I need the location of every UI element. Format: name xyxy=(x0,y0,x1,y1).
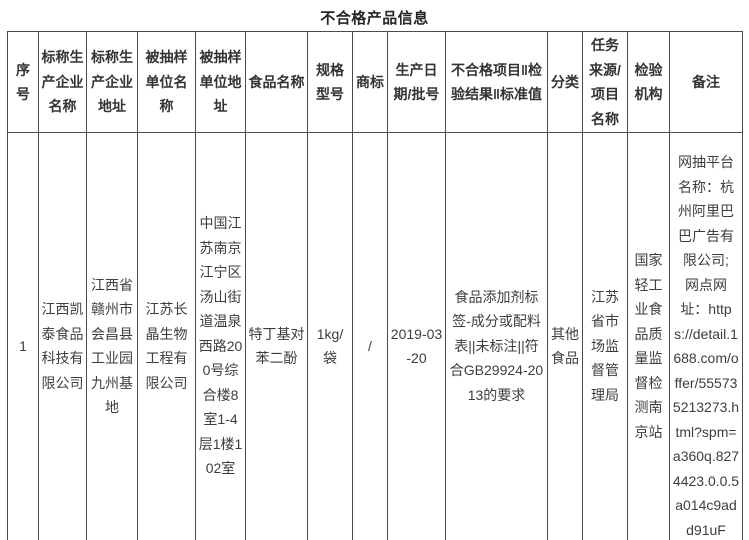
cell-food-name: 特丁基对苯二酚 xyxy=(245,132,308,540)
cell-failed-item-result-standard: 食品添加剂标签-成分或配料表||未标注||符合GB29924-2013的要求 xyxy=(445,132,548,540)
col-header-inspection-agency: 检验机构 xyxy=(627,31,670,133)
col-header-sampled-unit-address: 被抽样单位地址 xyxy=(195,31,246,133)
col-header-remarks: 备注 xyxy=(669,31,743,133)
cell-producer-address: 江西省赣州市会昌县工业园九州基地 xyxy=(86,132,138,540)
cell-trademark: / xyxy=(352,132,388,540)
col-header-production-date-batch: 生产日期/批号 xyxy=(387,31,446,133)
table-row: 1 江西凯泰食品科技有限公司 江西省赣州市会昌县工业园九州基地 江苏长晶生物工程… xyxy=(7,132,743,540)
col-header-seq: 序号 xyxy=(7,31,39,133)
col-header-sampled-unit-name: 被抽样单位名称 xyxy=(137,31,196,133)
cell-producer-name: 江西凯泰食品科技有限公司 xyxy=(38,132,87,540)
cell-task-source-project: 江苏省市场监督管理局 xyxy=(582,132,628,540)
col-header-spec-model: 规格型号 xyxy=(307,31,353,133)
page-title: 不合格产品信息 xyxy=(320,10,429,27)
col-header-food-name: 食品名称 xyxy=(245,31,308,133)
cell-remarks: 网抽平台名称：杭州阿里巴巴广告有限公司; 网点网址：https://detail… xyxy=(669,132,743,540)
cell-category: 其他食品 xyxy=(547,132,583,540)
unqualified-products-table: 序号 标称生产企业名称 标称生产企业地址 被抽样单位名称 被抽样单位地址 食品名… xyxy=(7,31,743,540)
cell-sampled-unit-name: 江苏长晶生物工程有限公司 xyxy=(137,132,196,540)
cell-spec-model: 1kg/袋 xyxy=(307,132,353,540)
col-header-trademark: 商标 xyxy=(352,31,388,133)
cell-production-date-batch: 2019-03-20 xyxy=(387,132,446,540)
cell-inspection-agency: 国家轻工业食品质量监督检测南京站 xyxy=(627,132,670,540)
col-header-producer-name: 标称生产企业名称 xyxy=(38,31,87,133)
table-header-row: 序号 标称生产企业名称 标称生产企业地址 被抽样单位名称 被抽样单位地址 食品名… xyxy=(7,31,743,133)
cell-sampled-unit-address: 中国江苏南京江宁区汤山街道温泉西路200号综合楼8室1-4层1楼102室 xyxy=(195,132,246,540)
col-header-task-source-project: 任务来源/项目名称 xyxy=(582,31,628,133)
col-header-producer-address: 标称生产企业地址 xyxy=(86,31,138,133)
col-header-category: 分类 xyxy=(547,31,583,133)
cell-seq: 1 xyxy=(7,132,39,540)
col-header-failed-item-result-standard: 不合格项目‖检验结果‖标准值 xyxy=(445,31,548,133)
